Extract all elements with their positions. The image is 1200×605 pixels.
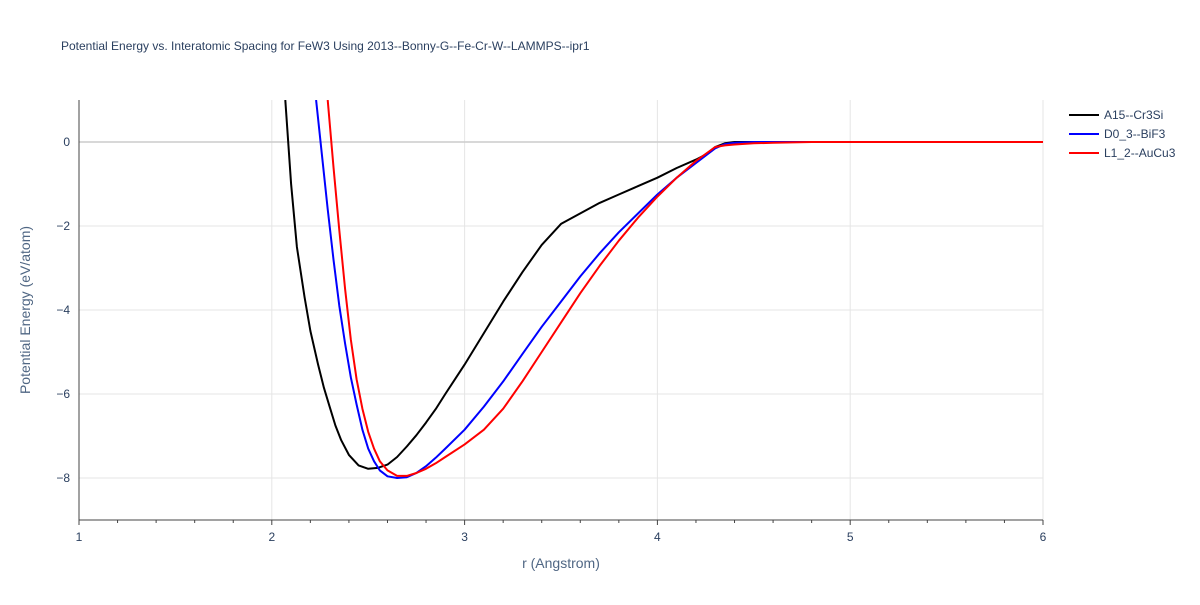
plot-area[interactable] (284, 100, 1043, 479)
x-tick-label: 6 (1040, 530, 1047, 544)
legend-item-2[interactable]: L1_2--AuCu3 (1069, 146, 1176, 160)
y-tick-label: −4 (56, 303, 70, 317)
x-tick-label: 2 (268, 530, 275, 544)
x-tick-label: 5 (847, 530, 854, 544)
series-line-0[interactable] (284, 100, 1043, 470)
x-axis-label: r (Angstrom) (522, 555, 600, 571)
series-line-1[interactable] (315, 100, 1043, 479)
axes (78, 100, 1043, 521)
x-tick-label: 3 (461, 530, 468, 544)
y-axis-label: Potential Energy (eV/atom) (17, 226, 33, 394)
y-tick-label: −2 (56, 219, 70, 233)
y-tick-label: −8 (56, 471, 70, 485)
ticks: 1 2 3 4 5 6 0 −2 −4 −6 −8 (56, 135, 1046, 544)
legend-label: D0_3--BiF3 (1104, 127, 1166, 141)
x-tick-label: 4 (654, 530, 661, 544)
y-tick-label: 0 (63, 135, 70, 149)
series-line-2[interactable] (326, 100, 1043, 477)
legend[interactable]: A15--Cr3Si D0_3--BiF3 L1_2--AuCu3 (1069, 108, 1176, 160)
legend-label: A15--Cr3Si (1104, 108, 1163, 122)
legend-item-1[interactable]: D0_3--BiF3 (1069, 127, 1166, 141)
grid (79, 100, 1044, 520)
legend-item-0[interactable]: A15--Cr3Si (1069, 108, 1163, 122)
chart-title: Potential Energy vs. Interatomic Spacing… (61, 39, 590, 53)
x-tick-label: 1 (76, 530, 83, 544)
legend-label: L1_2--AuCu3 (1104, 146, 1176, 160)
y-tick-label: −6 (56, 387, 70, 401)
